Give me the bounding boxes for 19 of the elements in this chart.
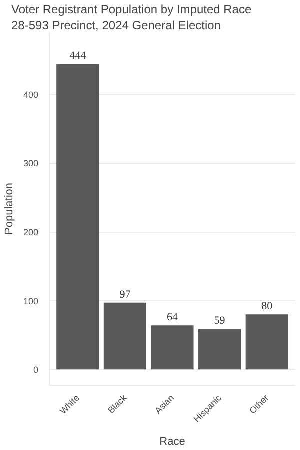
y-tick-label: 200 <box>23 228 39 238</box>
bar <box>198 329 242 370</box>
chart-title: Voter Registrant Population by Imputed Race <box>12 2 252 16</box>
data-label: 97 <box>120 288 132 301</box>
chart-subtitle: 28-593 Precinct, 2024 General Election <box>12 18 221 32</box>
bar <box>104 302 146 370</box>
y-axis-title: Population <box>3 182 16 235</box>
y-tick-label: 400 <box>23 90 39 100</box>
y-tick-label: 0 <box>33 365 39 376</box>
data-label: 59 <box>214 315 226 328</box>
bar <box>56 64 100 370</box>
data-label: 80 <box>262 300 274 313</box>
x-axis-title: Race <box>160 436 186 448</box>
data-label: 444 <box>70 50 87 62</box>
data-label: 64 <box>167 312 178 324</box>
y-tick-label: 300 <box>23 158 39 169</box>
bar <box>246 314 288 370</box>
y-tick-label: 100 <box>23 296 39 306</box>
bar <box>151 326 194 370</box>
